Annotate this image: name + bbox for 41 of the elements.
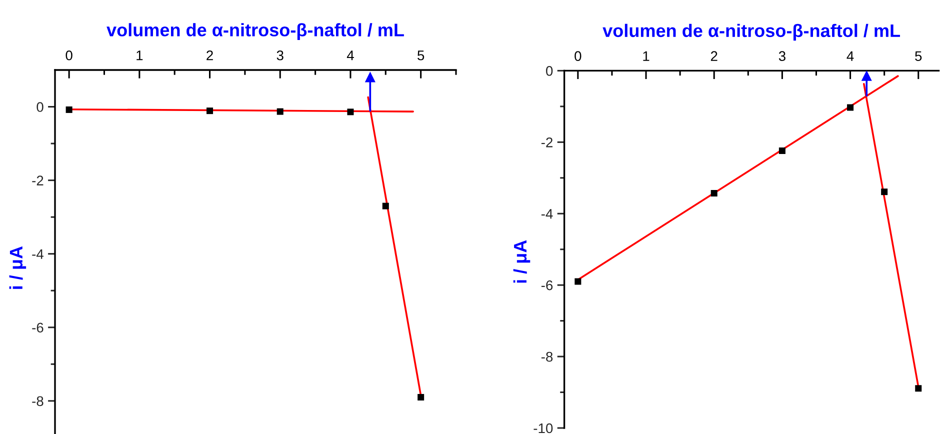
y-tick-label: -4 xyxy=(32,249,44,259)
x-tick-label: 0 xyxy=(66,50,72,60)
x-tick-label: 2 xyxy=(710,51,718,61)
point xyxy=(574,278,582,285)
y-tick-label: 0 xyxy=(546,66,553,76)
y-tick-label: -6 xyxy=(541,280,553,290)
y-tick-label: -8 xyxy=(541,352,553,362)
y-tick-label: -8 xyxy=(32,396,44,406)
y-axis-title: i / μA xyxy=(513,240,530,283)
x-tick-label: 0 xyxy=(574,51,582,62)
point xyxy=(418,394,424,400)
x-tick-label: 4 xyxy=(846,51,854,61)
y-tick-label: -6 xyxy=(32,322,44,333)
x-axis-title: volumen de α-nitroso-β-naftol / mL xyxy=(106,23,404,40)
y-tick-label: -2 xyxy=(32,176,44,186)
x-tick-label: 1 xyxy=(136,50,143,60)
point xyxy=(382,202,389,210)
point xyxy=(276,108,284,115)
point xyxy=(778,147,786,154)
x-tick-label: 1 xyxy=(643,51,650,61)
point xyxy=(847,104,854,111)
point xyxy=(915,385,922,392)
x-tick-label: 3 xyxy=(276,50,284,60)
x-tick-label: 5 xyxy=(418,50,424,60)
point xyxy=(206,108,214,114)
point xyxy=(347,108,354,116)
y-tick-label: 0 xyxy=(36,102,44,112)
y-axis-title: i / μA xyxy=(9,246,26,289)
point xyxy=(710,190,718,197)
y-tick-label: -10 xyxy=(534,423,553,434)
y-tick-label: -2 xyxy=(541,137,552,148)
point xyxy=(365,72,376,82)
x-tick-label: 2 xyxy=(206,50,213,60)
x-axis-title: volumen de α-nitroso-β-naftol / mL xyxy=(602,24,900,41)
y-tick-label: -4 xyxy=(541,209,553,219)
point xyxy=(66,106,72,113)
x-tick-label: 3 xyxy=(778,51,786,62)
point xyxy=(881,188,888,196)
x-tick-label: 5 xyxy=(915,51,922,62)
x-tick-label: 4 xyxy=(346,50,354,60)
point xyxy=(862,71,872,81)
